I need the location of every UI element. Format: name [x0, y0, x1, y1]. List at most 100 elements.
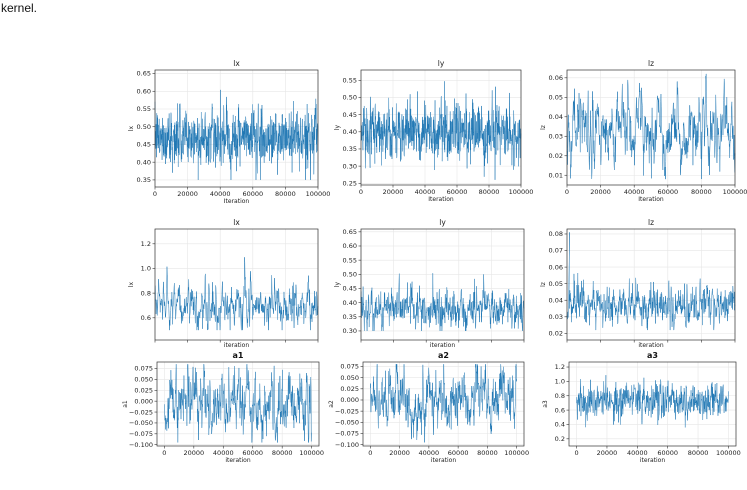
y-tick-label: 0.07 — [549, 247, 563, 255]
y-axis-label: lx — [128, 125, 135, 131]
x-tick-label: 80000 — [272, 449, 293, 457]
axes-frame — [568, 361, 737, 447]
subplot-title: lz — [648, 59, 654, 68]
x-tick-label: 40000 — [415, 188, 436, 196]
x-tick-label: 80000 — [688, 449, 709, 457]
trace-line — [576, 374, 729, 428]
y-tick-label: 0.050 — [134, 376, 153, 384]
x-tick-label: 20000 — [383, 188, 404, 196]
y-tick-label: 0.000 — [340, 396, 359, 404]
y-tick-label: 0.025 — [134, 386, 153, 394]
y-tick-label: 0.000 — [134, 397, 153, 405]
y-tick-label: 0.04 — [549, 113, 563, 121]
x-tick-label: 40000 — [624, 188, 645, 196]
x-tick-label: 60000 — [448, 449, 469, 457]
trace-line — [566, 232, 736, 331]
y-tick-label: 0.08 — [549, 230, 563, 238]
y-axis-label: a2 — [328, 400, 335, 408]
y-tick-label: 0.8 — [141, 289, 151, 297]
y-tick-label: 0.06 — [549, 263, 563, 271]
y-tick-label: 1.2 — [141, 240, 151, 248]
x-tick-label: 60000 — [657, 188, 678, 196]
y-tick-label: 0.01 — [549, 171, 563, 179]
subplot-title: lz — [648, 218, 654, 227]
x-tick-label: 20000 — [597, 449, 618, 457]
subplot-title: ly — [439, 218, 446, 227]
x-tick-label: 40000 — [213, 449, 234, 457]
y-tick-label: 0.25 — [343, 179, 357, 187]
x-tick-label: 0 — [368, 449, 372, 457]
x-tick-label: 100000 — [716, 449, 741, 457]
x-axis-label: Iteration — [224, 198, 250, 205]
x-axis-label: iteration — [640, 457, 666, 464]
axes-frame — [566, 228, 736, 341]
y-tick-label: −0.025 — [129, 408, 153, 416]
subplot-title: a2 — [438, 351, 449, 360]
x-tick-label: 80000 — [275, 190, 296, 198]
x-axis-label: iteration — [431, 457, 457, 464]
y-tick-label: 0.55 — [343, 256, 357, 264]
trace-line — [360, 80, 522, 181]
y-tick-label: 0.2 — [555, 435, 565, 443]
y-tick-label: 0.04 — [549, 296, 563, 304]
y-axis-label: ly — [334, 124, 341, 130]
y-tick-label: 0.30 — [343, 162, 357, 170]
subplot-title: lx — [233, 59, 240, 68]
x-tick-label: 60000 — [242, 449, 263, 457]
subplot-p5: 0.30 0.35 0.40 0.45 0.50 0.55 0.60 0.65 ly iterat… — [334, 218, 525, 349]
y-tick-label: 0.35 — [137, 176, 151, 184]
y-tick-label: −0.025 — [335, 407, 359, 415]
y-tick-label: 0.03 — [549, 132, 563, 140]
y-axis-label: ly — [334, 281, 341, 287]
x-tick-label: 20000 — [389, 449, 410, 457]
x-tick-label: 80000 — [479, 188, 500, 196]
x-axis-label: iteration — [224, 342, 250, 349]
y-tick-label: 0.35 — [343, 313, 357, 321]
y-tick-label: 0.55 — [343, 76, 357, 84]
axes-frame — [360, 69, 522, 186]
x-tick-label: 40000 — [627, 449, 648, 457]
subplot-title: ly — [438, 59, 445, 68]
subplot-p9: 0 20000 40000 60000 80000 100000 0.2 0.4 0.6 0.8 1… — [542, 351, 741, 464]
y-tick-label: 0.50 — [343, 94, 357, 102]
trace-line — [360, 272, 525, 332]
y-tick-label: −0.075 — [335, 430, 359, 438]
y-tick-label: 0.8 — [555, 392, 565, 400]
x-tick-label: 100000 — [306, 190, 331, 198]
y-axis-label: a1 — [122, 400, 129, 408]
y-axis-label: lx — [128, 281, 135, 287]
y-tick-label: 0.35 — [343, 145, 357, 153]
y-tick-label: 0.6 — [555, 406, 565, 414]
y-tick-label: −0.050 — [335, 419, 359, 427]
y-tick-label: 0.075 — [134, 365, 153, 373]
subplot-title: a1 — [233, 351, 244, 360]
axes-frame — [156, 361, 320, 447]
x-tick-label: 40000 — [210, 190, 231, 198]
x-tick-label: 80000 — [691, 188, 712, 196]
x-tick-label: 20000 — [183, 449, 204, 457]
subplot-p3: 0 20000 40000 60000 80000 100000 0.01 0.02 0.03 0… — [540, 59, 747, 203]
y-tick-label: 0.45 — [137, 141, 151, 149]
y-axis-label: lz — [540, 282, 547, 287]
x-tick-label: 0 — [565, 188, 569, 196]
axes-frame — [360, 228, 525, 341]
x-tick-label: 0 — [162, 449, 166, 457]
y-tick-label: 0.55 — [137, 105, 151, 113]
y-tick-label: 0.075 — [340, 363, 359, 371]
y-tick-label: 0.45 — [343, 111, 357, 119]
axes-frame — [154, 69, 319, 188]
x-tick-label: 100000 — [299, 449, 324, 457]
x-tick-label: 60000 — [242, 190, 263, 198]
subplot-p6: 0.02 0.03 0.04 0.05 0.06 0.07 0.08 lz iteration l… — [540, 218, 736, 349]
subplot-title: lx — [233, 218, 240, 227]
y-tick-label: 1.2 — [555, 363, 565, 371]
y-tick-label: 0.4 — [555, 421, 565, 429]
trace-line — [566, 73, 736, 180]
y-tick-label: 0.30 — [343, 327, 357, 335]
subplot-p7: 0 20000 40000 60000 80000 100000 −0.100 −0.075 −… — [122, 351, 324, 464]
subplot-p1: 0 20000 40000 60000 80000 100000 0.35 0.40 0.45 0… — [128, 59, 330, 205]
x-tick-label: 0 — [153, 190, 157, 198]
y-tick-label: 0.40 — [137, 158, 151, 166]
x-tick-label: 80000 — [477, 449, 498, 457]
